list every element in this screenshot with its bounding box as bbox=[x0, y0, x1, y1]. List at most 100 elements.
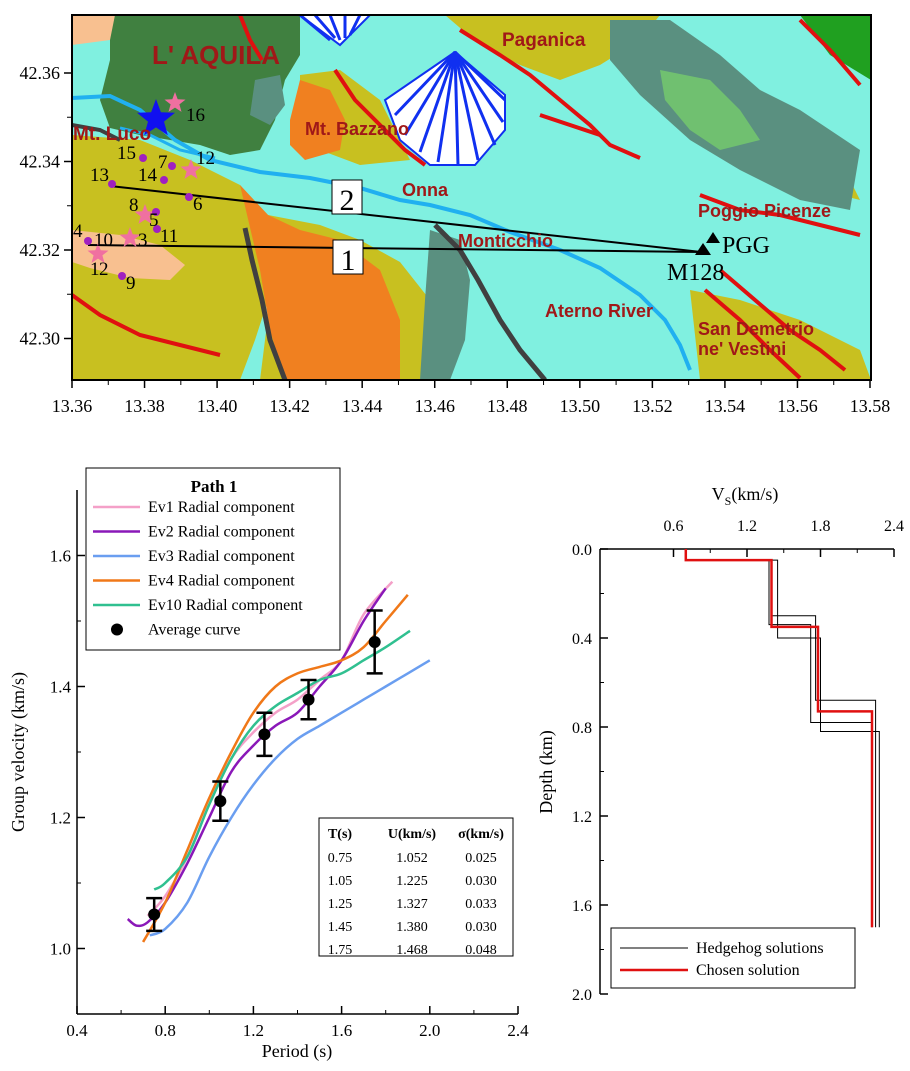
vs-x-tick-label: 1.8 bbox=[811, 518, 831, 535]
vs-x-ticks: 0.6 1.2 1.8 2.4 bbox=[664, 518, 904, 557]
y-tick-label: 1.0 bbox=[50, 940, 71, 959]
table-cell: 0.75 bbox=[328, 851, 353, 866]
vs-y-tick-label: 0.0 bbox=[572, 542, 592, 559]
event-dot-icon bbox=[168, 162, 176, 170]
map-y-tick-label: 42.34 bbox=[20, 152, 61, 172]
table-cell: 1.45 bbox=[328, 920, 353, 935]
vs-profiles bbox=[684, 549, 880, 928]
geologic-map: 1 2 PGG M128 L' AQUILA Paganica Mt. Bazz… bbox=[20, 14, 890, 416]
map-unit-orange-center bbox=[240, 185, 400, 380]
place-onna: Onna bbox=[402, 180, 449, 200]
vs-x-label-unit: (km/s) bbox=[731, 484, 778, 505]
event-dot-icon bbox=[84, 237, 92, 245]
chart-title: Path 1 bbox=[191, 477, 238, 496]
event-dot-icon bbox=[153, 225, 161, 233]
average-point bbox=[148, 908, 161, 921]
legend-box bbox=[85, 467, 341, 651]
path-1-label: 1 bbox=[341, 244, 356, 277]
road-center bbox=[242, 227, 288, 380]
vs-legend-entries: Hedgehog solutions Chosen solution bbox=[620, 940, 824, 979]
legend-average-marker bbox=[111, 623, 123, 636]
y-tick-label: 1.4 bbox=[50, 678, 72, 697]
vs-legend-label: Hedgehog solutions bbox=[696, 940, 824, 957]
table-cell: 1.75 bbox=[328, 943, 353, 958]
average-point bbox=[214, 795, 227, 808]
map-unit-olive-southeast bbox=[690, 290, 871, 380]
legend-label: Ev3 Radial component bbox=[148, 548, 295, 565]
river-tributary bbox=[119, 126, 216, 160]
event-star-icon bbox=[164, 92, 186, 112]
dispersion-y-ticks: 1.0 1.2 1.4 1.6 bbox=[50, 547, 85, 959]
event-star-icon bbox=[180, 159, 202, 179]
legend-label: Average curve bbox=[148, 622, 241, 639]
path-1-box bbox=[332, 239, 364, 275]
path-1-line bbox=[87, 244, 702, 253]
station-pgg-label: PGG bbox=[722, 233, 770, 259]
map-x-tick-label: 13.54 bbox=[705, 396, 746, 416]
series-line-ev bbox=[149, 659, 431, 937]
map-y-tick-label: 42.32 bbox=[20, 240, 61, 260]
vs-y-tick-label: 2.0 bbox=[572, 987, 592, 1004]
x-tick-label: 2.0 bbox=[419, 1021, 440, 1040]
event-label-10: 10 bbox=[94, 230, 113, 251]
event-label-4: 4 bbox=[73, 221, 83, 242]
vs-profile-chart: 0.6 1.2 1.8 2.4 0.0 0.4 0.8 1.2 1.6 2.0 VS(km/s)… bbox=[536, 484, 904, 1004]
map-unit-grayteal-north bbox=[250, 75, 285, 125]
legend-label: Ev1 Radial component bbox=[148, 499, 295, 516]
x-tick-label: 1.2 bbox=[243, 1021, 264, 1040]
table-cell: 0.030 bbox=[465, 920, 497, 935]
path-2-box bbox=[331, 179, 363, 215]
event-label-14: 14 bbox=[138, 165, 158, 186]
event-label-12: 12 bbox=[196, 148, 215, 169]
vs-y-label: Depth (km) bbox=[536, 730, 557, 813]
table-box bbox=[318, 817, 514, 957]
map-x-tick-label: 13.48 bbox=[487, 396, 528, 416]
place-laquila: L' AQUILA bbox=[152, 40, 280, 70]
event-label-15: 15 bbox=[117, 143, 136, 164]
table-cell: 0.030 bbox=[465, 874, 497, 889]
place-mt-bazzano: Mt. Bazzano bbox=[305, 119, 409, 139]
chosen-profile bbox=[684, 549, 874, 928]
path-2-line bbox=[109, 185, 702, 253]
station-m128-label: M128 bbox=[667, 260, 724, 286]
event-dot-icon bbox=[108, 180, 116, 188]
event-label-5: 5 bbox=[149, 210, 159, 231]
hedgehog-profile bbox=[685, 549, 873, 928]
table-content: T(s) U(km/s) σ(km/s) 0.75 1.052 0.025 1.05 1.22… bbox=[328, 827, 504, 958]
place-san-demetrio: San Demetrio bbox=[698, 319, 814, 339]
map-unit-green-topright bbox=[800, 15, 871, 80]
event-label-8: 8 bbox=[129, 195, 139, 216]
station-m128-icon bbox=[695, 243, 711, 255]
event-dot-icon bbox=[185, 193, 193, 201]
event-label-7: 7 bbox=[158, 152, 168, 173]
map-x-tick-label: 13.46 bbox=[414, 396, 455, 416]
place-mt-luco: Mt. Luco bbox=[73, 124, 151, 145]
vs-legend-box bbox=[610, 927, 856, 989]
map-x-tick-label: 13.50 bbox=[560, 396, 601, 416]
event-label-11: 11 bbox=[160, 226, 178, 247]
table-cell: 1.052 bbox=[396, 851, 428, 866]
event-star-icon bbox=[134, 204, 156, 224]
values-table: T(s) U(km/s) σ(km/s) 0.75 1.052 0.025 1.05 1.22… bbox=[318, 817, 514, 958]
x-tick-label: 1.6 bbox=[331, 1021, 352, 1040]
event-star-icon bbox=[119, 227, 141, 247]
road-northwest bbox=[72, 123, 121, 142]
table-cell: 0.048 bbox=[465, 943, 497, 958]
table-cell: 1.380 bbox=[396, 920, 428, 935]
series-line-ev bbox=[126, 587, 387, 928]
place-aterno-river: Aterno River bbox=[545, 301, 653, 321]
x-tick-label: 0.4 bbox=[66, 1021, 88, 1040]
series-line-ev bbox=[142, 593, 409, 943]
vs-y-tick-label: 0.8 bbox=[572, 720, 592, 737]
average-point bbox=[368, 635, 381, 648]
mainshock-star-icon bbox=[137, 99, 175, 136]
event-label-6: 6 bbox=[193, 194, 203, 215]
table-cell: 1.327 bbox=[396, 897, 428, 912]
place-monticchio: Monticchio bbox=[458, 231, 553, 251]
x-tick-label: 2.4 bbox=[507, 1021, 529, 1040]
map-y-axis: 42.30 42.32 42.34 42.36 bbox=[20, 63, 72, 349]
table-header: U(km/s) bbox=[388, 827, 437, 842]
vs-y-tick-label: 1.6 bbox=[572, 898, 592, 915]
vs-legend-label: Chosen solution bbox=[696, 962, 800, 979]
